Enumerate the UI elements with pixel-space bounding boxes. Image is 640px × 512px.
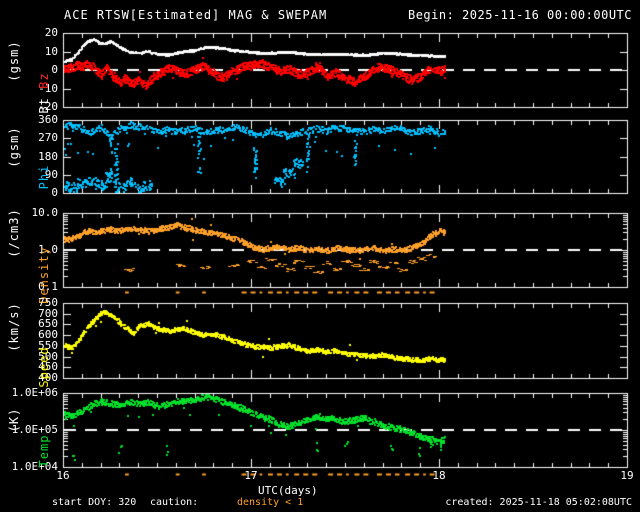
y-axis-units-temperature: (K) (7, 407, 21, 433)
begin-timestamp: Begin: 2025-11-16 00:00:00UTC (407, 8, 632, 22)
y-axis-title-part: Phi (37, 164, 51, 190)
page-title: ACE RTSW[Estimated] MAG & SWEPAM (64, 8, 328, 22)
y-tick-label: 0 (51, 186, 58, 199)
caution-label: caution: (150, 497, 199, 508)
caution-value: density < 1 (237, 497, 304, 508)
y-tick-label: 1.0E+05 (11, 423, 58, 436)
y-tick-label: 400 (38, 371, 58, 384)
x-tick-label: 19 (620, 469, 634, 482)
y-tick-label: 20 (44, 26, 58, 39)
y-tick-label: 650 (38, 317, 58, 330)
x-tick-label: 16 (56, 469, 70, 482)
y-tick-label: 1.0E+06 (11, 386, 58, 399)
y-axis-title-speed: Speed (37, 346, 51, 387)
y-tick-label: 1.0 (38, 243, 58, 256)
y-axis-title-temperature: Temp (37, 435, 51, 468)
y-axis-title-part: Bt (37, 88, 51, 114)
y-tick-label: 90 (44, 168, 58, 181)
y-tick-label: 750 (38, 296, 58, 309)
y-tick-label: 500 (38, 350, 58, 363)
y-tick-label: 360 (38, 113, 58, 126)
y-axis-title-part: Speed (37, 346, 51, 388)
y-axis-units-magnetic-field: (gsm) (7, 40, 21, 82)
y-axis-units-phi: (gsm) (7, 126, 21, 168)
y-tick-label: 10.0 (31, 206, 59, 219)
y-axis-title-part: Temp (37, 434, 51, 468)
y-tick-label: 0 (51, 63, 58, 76)
start-doy-label: start DOY: 320 (52, 497, 137, 508)
y-tick-label: 600 (38, 328, 58, 341)
y-axis-units-speed: (km/s) (7, 302, 21, 352)
y-axis-title-part: Bz (37, 72, 51, 89)
y-tick-label: 700 (38, 307, 58, 320)
y-axis-title-magnetic-field: Bt Bz (37, 72, 51, 113)
y-axis-title-phi: Phi (37, 165, 51, 190)
y-tick-label: 450 (38, 360, 58, 373)
x-tick-label: 18 (432, 469, 446, 482)
y-axis-units-density: (/cm3) (7, 208, 21, 258)
y-tick-label: 270 (38, 131, 58, 144)
y-tick-label: -10 (38, 82, 58, 95)
y-tick-label: -20 (38, 100, 58, 113)
y-tick-label: 0.1 (38, 280, 58, 293)
y-tick-label: 550 (38, 339, 58, 352)
x-axis-title: UTC(days) (258, 484, 318, 497)
y-tick-label: 10 (44, 45, 58, 58)
y-tick-label: 180 (38, 150, 58, 163)
y-tick-label: 1.0E+04 (11, 460, 58, 473)
x-tick-label: 17 (244, 469, 258, 482)
created-timestamp: created: 2025-11-18 05:02:08UTC (445, 497, 632, 508)
